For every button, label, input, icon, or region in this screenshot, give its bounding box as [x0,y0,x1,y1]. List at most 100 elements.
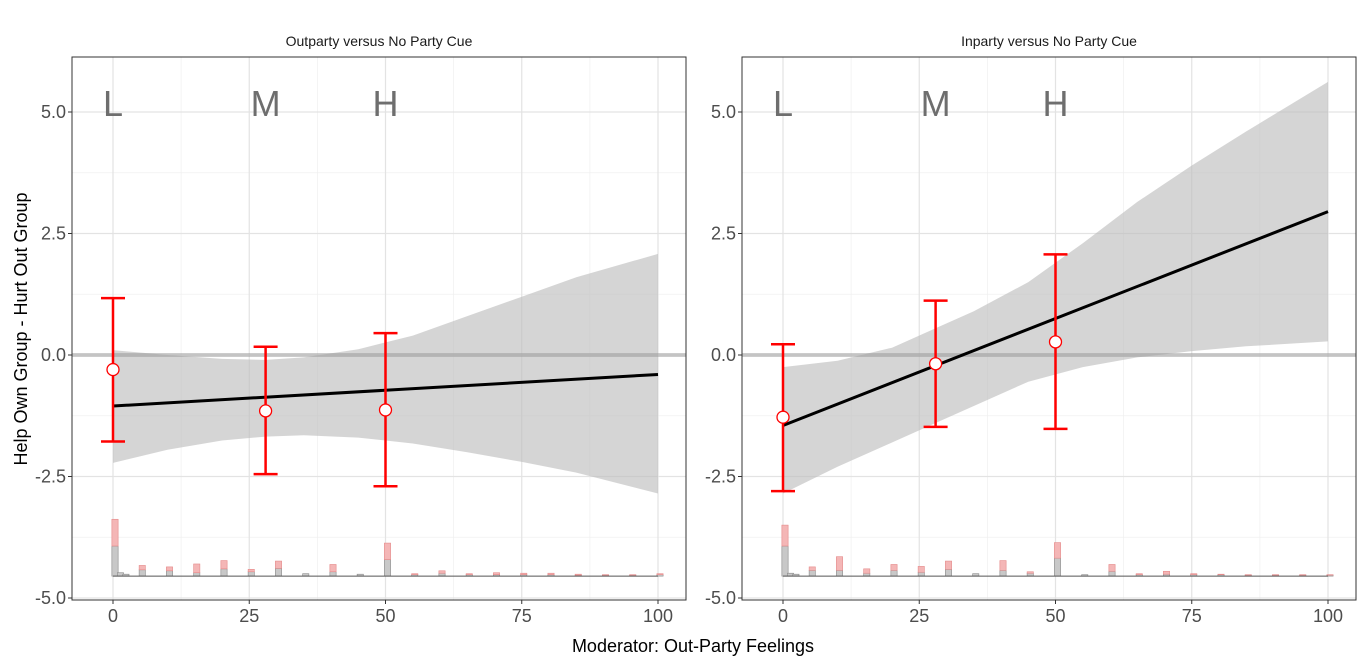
histogram-bar-red [438,570,446,574]
histogram-bar-gray [945,569,952,577]
x-tick-label: 50 [1045,606,1065,626]
histogram-bar-gray [1054,557,1061,577]
histogram-bar-red [384,542,391,560]
y-tick-label: 5.0 [711,102,736,122]
histogram-bar-red [493,572,500,575]
histogram-bar-red [1108,564,1116,572]
histogram-layer [781,524,1334,577]
histogram-bar-gray [193,572,201,577]
y-tick-label: 2.5 [711,224,736,244]
histogram-bar-gray [247,571,255,577]
y-tick-labels: 5.0 2.5 0.0 -2.5 -5.0 [35,102,72,608]
point-estimate [1048,335,1063,349]
point-estimate [258,404,273,418]
histogram-bar-gray [329,571,337,577]
histogram-bar-gray [384,559,391,577]
histogram-bar-gray [836,569,843,577]
bin-label-L: L [103,83,123,124]
histogram-bar-gray [1108,570,1116,577]
x-tick-label: 25 [239,606,259,626]
histogram-bar-red [890,564,898,571]
histogram-bar-red [411,573,419,575]
point-estimate [776,410,790,424]
histogram-bar-red [1190,573,1198,575]
x-tick-label: 0 [778,606,788,626]
histogram-bar-gray [999,569,1007,577]
y-tick-label: -5.0 [35,588,66,608]
x-tick-label: 25 [909,606,929,626]
panel-title: Outparty versus No Party Cue [286,33,473,49]
histogram-bar-gray [808,569,816,577]
histogram-bar-red [945,560,952,570]
histogram-bar-red [999,560,1007,571]
histogram-bar-red [138,565,146,571]
bin-label-H: H [1043,83,1069,124]
x-tick-label: 100 [1313,606,1343,626]
panel-inparty: L M H Inparty versus No Party Cue 0 25 50 75 1… [705,33,1357,626]
y-tick-label: -5.0 [705,588,736,608]
histogram-bar-red [574,573,582,576]
x-tick-labels: 0 25 50 75 100 [778,600,1343,626]
y-tick-label: 0.0 [711,345,736,365]
x-tick-label: 75 [512,606,532,626]
histogram-bar-red [329,564,337,573]
y-tick-label: 0.0 [41,345,66,365]
histogram-layer [111,518,664,577]
histogram-bar-red [275,560,282,569]
histogram-bar-red [111,518,119,547]
y-tick-label: 2.5 [41,224,66,244]
x-tick-label: 0 [108,606,118,626]
histogram-bar-gray [890,569,898,577]
histogram-bar-red [836,556,843,571]
y-tick-label: 5.0 [41,102,66,122]
histogram-bar-red [1054,542,1061,559]
x-tick-label: 100 [643,606,673,626]
histogram-bar-red [166,566,173,572]
histogram-bar-gray [275,568,282,577]
histogram-bar-gray [111,545,119,577]
histogram-bar-red [1026,571,1034,574]
histogram-bar-red [1135,573,1143,575]
y-axis-label: Help Own Group - Hurt Out Group [11,192,31,465]
panel-outparty: L M H Outparty versus No Party Cue 0 25 50 75… [35,33,687,626]
point-estimate [928,357,943,371]
point-estimate [378,403,393,417]
histogram-bar-red [781,524,789,547]
panel-border [71,56,687,601]
bin-label-M: M [251,83,281,124]
histogram-bar-gray [220,568,228,577]
bin-estimates-layer [101,296,398,488]
histogram-bar-red [1163,570,1170,575]
y-tick-labels: 5.0 2.5 0.0 -2.5 -5.0 [705,102,742,608]
histogram-bar-gray [917,571,925,577]
bin-label-L: L [773,83,793,124]
histogram-bar-red [520,572,528,575]
histogram-bar-red [656,573,664,575]
y-tick-label: -2.5 [35,467,66,487]
bin-label-M: M [921,83,951,124]
panel-border [741,56,1357,601]
histogram-bar-gray [781,545,789,577]
histogram-bar-red [547,572,555,575]
x-tick-label: 50 [375,606,395,626]
histogram-bar-red [247,569,255,573]
bin-label-H: H [373,83,399,124]
point-estimate [106,362,120,377]
x-tick-label: 75 [1182,606,1202,626]
histogram-bar-red [220,560,228,570]
histogram-bar-gray [166,570,173,577]
histogram-bar-red [193,563,201,574]
histogram-bar-red [863,568,871,574]
histogram-bar-gray [138,569,146,577]
bin-estimates-layer [771,253,1068,493]
x-tick-labels: 0 25 50 75 100 [108,600,673,626]
histogram-bar-red [465,573,473,575]
histogram-bar-red [917,566,925,573]
y-tick-label: -2.5 [705,467,736,487]
histogram-bar-red [808,566,816,571]
x-axis-label: Moderator: Out-Party Feelings [572,636,814,656]
panel-title: Inparty versus No Party Cue [961,33,1137,49]
